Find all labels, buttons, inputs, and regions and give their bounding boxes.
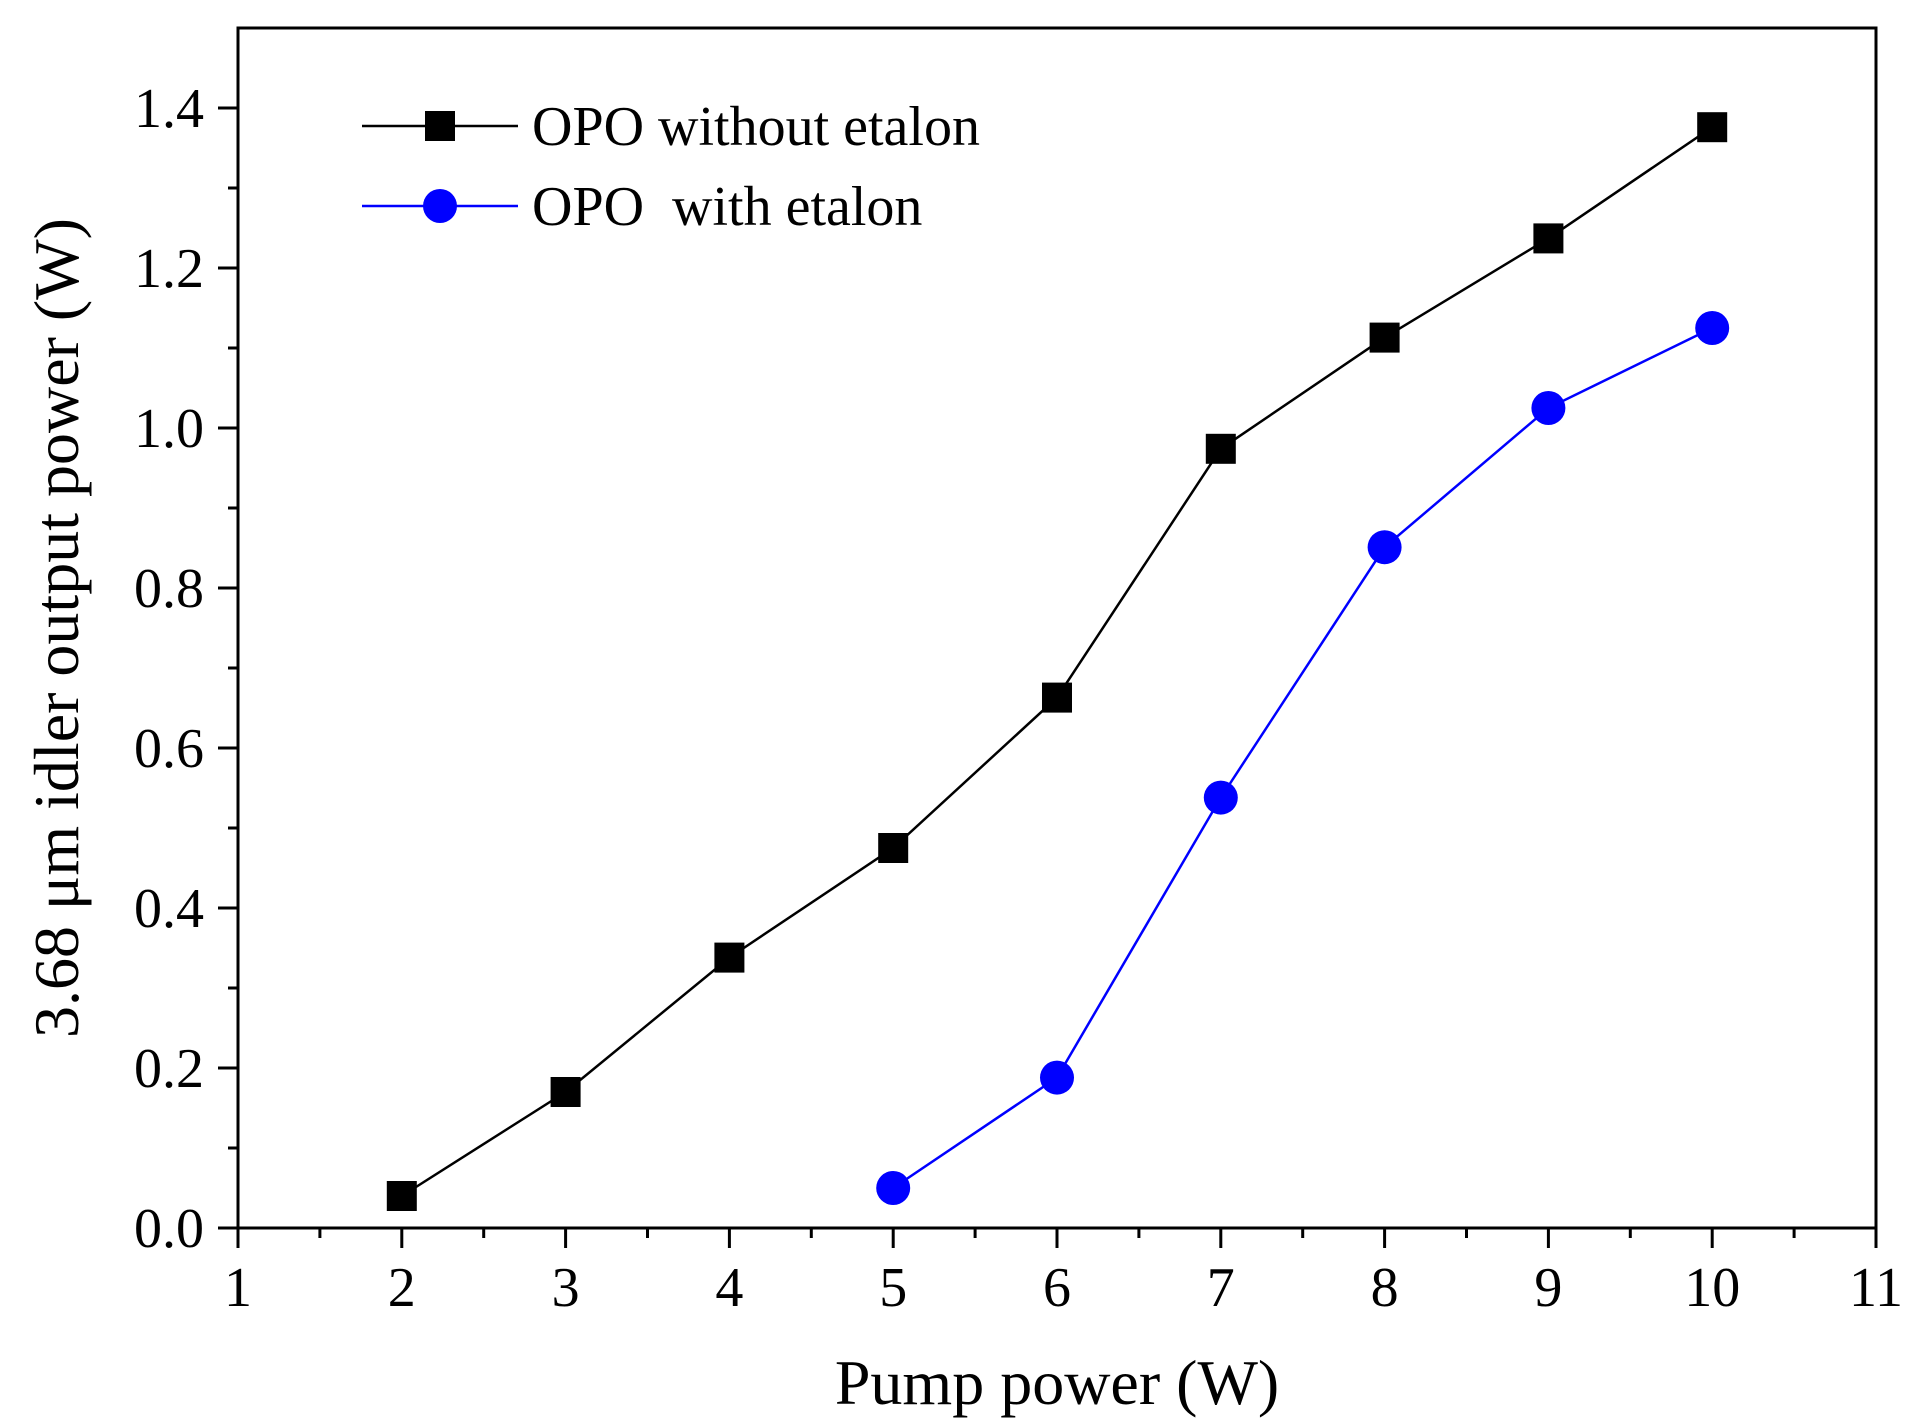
- x-tick-label: 2: [388, 1257, 416, 1319]
- x-tick-label: 6: [1043, 1257, 1071, 1319]
- legend-label-1: OPO without etalon: [532, 96, 980, 158]
- x-tick-label: 1: [224, 1257, 252, 1319]
- y-tick-label: 1.2: [134, 238, 204, 300]
- y-tick-label: 0.8: [134, 558, 204, 620]
- legend-marker-circle: [423, 189, 457, 223]
- legend-label-2: OPO with etalon: [532, 176, 922, 238]
- y-tick-label: 0.6: [134, 718, 204, 780]
- y-tick-label: 0.2: [134, 1038, 204, 1100]
- y-tick-label: 0.0: [134, 1198, 204, 1260]
- data-point-square: [1533, 223, 1564, 254]
- data-point-circle: [1531, 391, 1566, 425]
- x-axis-title: Pump power (W): [835, 1347, 1279, 1418]
- data-point-circle: [1695, 311, 1730, 345]
- data-point-square: [1369, 322, 1400, 353]
- data-point-circle: [1203, 780, 1238, 815]
- series-layer: [386, 112, 1730, 1211]
- data-point-square: [550, 1077, 581, 1107]
- data-point-square: [1042, 682, 1072, 713]
- y-tick-label: 0.4: [134, 878, 204, 940]
- x-tick-label: 3: [552, 1257, 580, 1319]
- data-point-square: [1205, 433, 1236, 464]
- legend-marker-square: [425, 111, 455, 141]
- x-tick-label: 7: [1207, 1257, 1235, 1319]
- data-point-circle: [1367, 530, 1402, 565]
- data-point-circle: [876, 1171, 911, 1205]
- x-axis: 1 2 3 4 5 6 7 8 9 10 11: [224, 1228, 1903, 1319]
- x-tick-label: 9: [1534, 1257, 1562, 1319]
- y-axis: 0.0 0.2 0.4 0.6 0.8 1.0 1.2 1.4: [134, 78, 238, 1260]
- series-line-2: [892, 326, 1713, 1190]
- series-line-1: [401, 126, 1713, 1198]
- x-tick-label: 10: [1684, 1257, 1740, 1319]
- y-tick-label: 1.0: [134, 398, 204, 460]
- data-point-square: [386, 1181, 417, 1211]
- x-tick-label: 8: [1371, 1257, 1399, 1319]
- plot-area-border: [236, 26, 1878, 1230]
- data-point-square: [878, 833, 909, 863]
- legend: OPO without etalon OPO with etalon: [362, 96, 980, 238]
- data-point-square: [714, 942, 745, 973]
- x-tick-label: 4: [715, 1257, 743, 1319]
- x-tick-label: 11: [1849, 1257, 1903, 1319]
- data-point-circle: [1040, 1060, 1074, 1095]
- plot-frame: [236, 26, 1878, 1230]
- data-point-square: [1697, 112, 1728, 143]
- y-tick-label: 1.4: [134, 78, 204, 140]
- x-tick-label: 5: [879, 1257, 907, 1319]
- y-axis-title: 3.68 μm idler output power (W): [21, 218, 92, 1038]
